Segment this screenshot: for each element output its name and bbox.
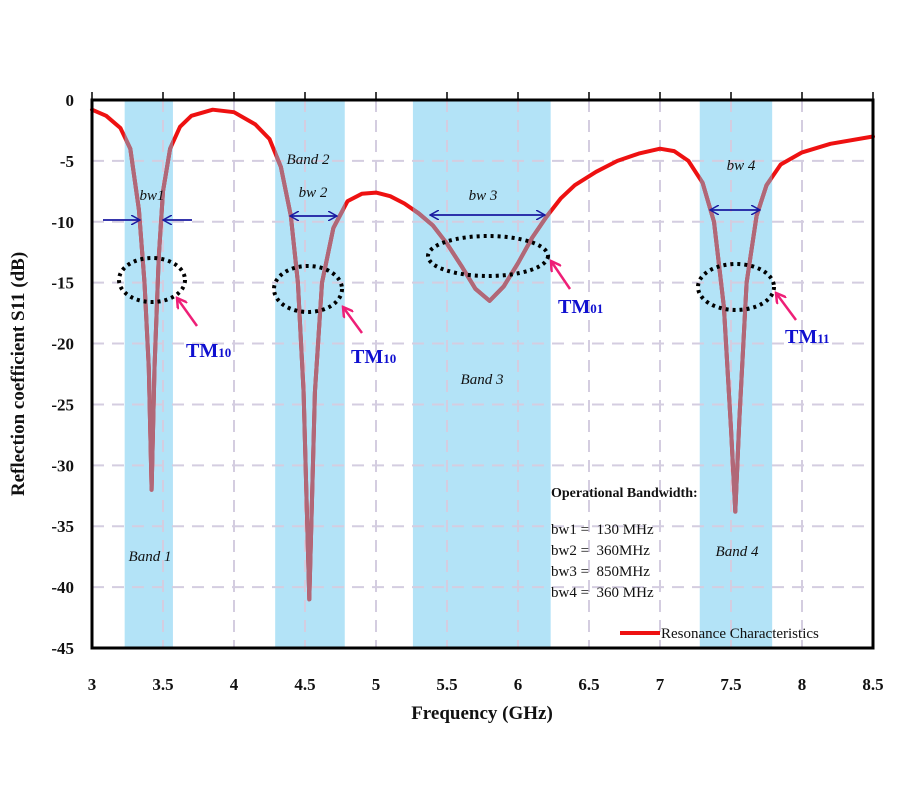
mode-label-1: TM10 (186, 340, 231, 362)
y-tick-label: -30 (51, 456, 74, 475)
op-bandwidth-line-3: bw3 = 850MHz (551, 564, 650, 580)
band-4-shade (699, 100, 773, 648)
band-3-shade (412, 100, 551, 648)
y-tick-label: -15 (51, 274, 74, 293)
mode-label-2: TM10 (351, 346, 396, 368)
op-bandwidth-title: Operational Bandwidth: (551, 486, 698, 501)
y-tick-label: -5 (60, 152, 74, 171)
x-tick-label: 7.5 (720, 675, 741, 694)
y-tick-label: -10 (51, 213, 74, 232)
bw3-label: bw 3 (469, 188, 498, 204)
mode-ellipse-3 (426, 234, 550, 278)
pointer-arrow-2 (343, 307, 364, 334)
op-bandwidth-line-4: bw4 = 360 MHz (551, 585, 654, 601)
x-tick-label: 6 (514, 675, 523, 694)
y-tick-label: -35 (51, 517, 74, 536)
x-tick-label: 3.5 (152, 675, 173, 694)
mode-ellipse-1 (117, 256, 187, 304)
pointer-arrow-1 (177, 298, 199, 327)
y-tick-label: -25 (51, 395, 74, 414)
y-axis-label: Reflection coefficient S11 (dB) (8, 252, 29, 496)
x-tick-label: 3 (88, 675, 97, 694)
pointer-arrow-3 (551, 261, 572, 290)
legend-label: Resonance Characteristics (661, 626, 819, 642)
mode-ellipse-2 (272, 264, 344, 314)
op-bandwidth-line-2: bw2 = 360MHz (551, 543, 650, 559)
x-tick-label: 7 (656, 675, 665, 694)
x-tick-label: 5 (372, 675, 381, 694)
band-3-label: Band 3 (461, 372, 504, 388)
y-tick-label: 0 (66, 91, 75, 110)
bw4-label: bw 4 (727, 158, 756, 174)
bw2-label: bw 2 (299, 185, 328, 201)
band-2-label: Band 2 (287, 152, 330, 168)
mode-ellipse-4 (696, 262, 776, 312)
mode-label-3: TM01 (558, 296, 603, 318)
x-axis-label: Frequency (GHz) (411, 703, 553, 724)
y-tick-label: -20 (51, 335, 74, 354)
y-tick-label: -40 (51, 578, 74, 597)
x-tick-label: 5.5 (436, 675, 457, 694)
x-tick-label: 6.5 (578, 675, 599, 694)
bw1-label: bw1 (139, 188, 164, 204)
plot-border (90, 98, 875, 650)
op-bandwidth-line-1: bw1 = 130 MHz (551, 522, 654, 538)
x-tick-label: 8 (798, 675, 807, 694)
mode-label-4: TM11 (785, 326, 830, 348)
x-tick-label: 4 (230, 675, 239, 694)
y-tick-label: -45 (51, 639, 74, 658)
x-tick-label: 8.5 (862, 675, 883, 694)
band-4-label: Band 4 (716, 544, 759, 560)
band-1-label: Band 1 (129, 549, 172, 565)
x-tick-label: 4.5 (294, 675, 315, 694)
pointer-arrow-4 (776, 293, 798, 321)
